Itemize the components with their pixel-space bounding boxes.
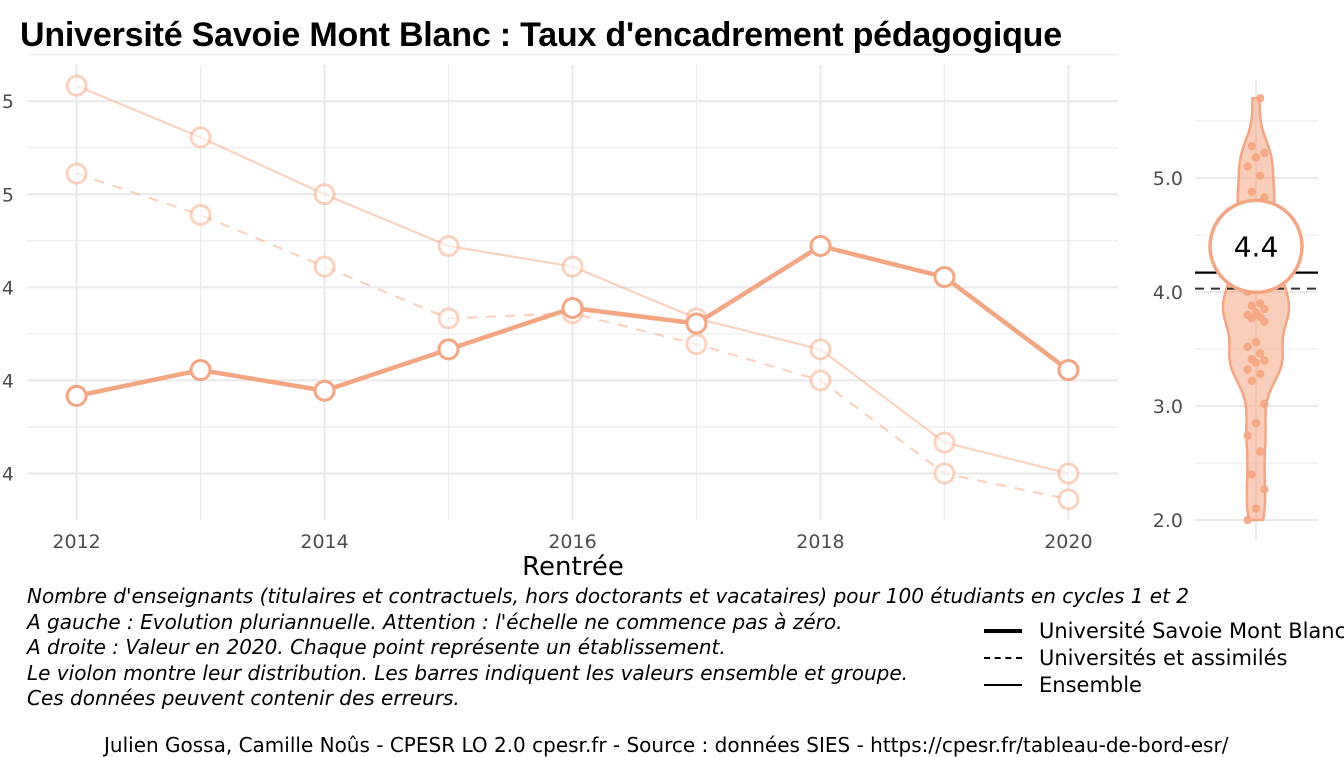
legend-label: Université Savoie Mont Blanc	[1039, 618, 1344, 643]
data-point-etablissement	[313, 379, 336, 402]
legend: Université Savoie Mont Blanc Universités…	[984, 617, 1344, 698]
x-tick-label: 2014	[300, 531, 348, 553]
data-point-etablissement	[933, 265, 956, 288]
violin-dot	[1256, 447, 1265, 456]
x-tick-label: 2020	[1044, 531, 1092, 553]
legend-key-thick	[984, 626, 1022, 636]
caption-line: Ces données peuvent contenir des erreurs…	[27, 686, 460, 710]
data-point-groupe	[933, 462, 956, 485]
violin-dot	[1243, 431, 1252, 440]
y-tick-label: 4	[2, 370, 14, 392]
data-point-etablissement	[561, 297, 584, 320]
violin-dot	[1247, 376, 1257, 386]
violin-dot	[1256, 369, 1265, 379]
caption-line: A gauche : Evolution pluriannuelle. Atte…	[27, 609, 843, 634]
data-point-groupe	[1057, 488, 1080, 511]
legend-item-groupe: Universités et assimilés	[984, 644, 1344, 671]
violin-dot	[1256, 94, 1265, 103]
violin-dot	[1247, 187, 1257, 196]
violin-dot	[1256, 171, 1265, 180]
violin-dot	[1251, 153, 1261, 162]
x-tick-label: 2018	[796, 531, 844, 553]
violin-dot	[1247, 301, 1257, 310]
data-point-groupe	[437, 307, 460, 330]
violin-dot	[1243, 162, 1252, 171]
data-point-etablissement	[65, 384, 88, 407]
violin-dot	[1260, 485, 1269, 494]
violin-dot	[1243, 515, 1252, 525]
violin-dot	[1247, 355, 1257, 364]
violin-dot	[1251, 418, 1261, 428]
violin-dot	[1247, 470, 1257, 479]
y-tick-label: 4	[2, 277, 14, 299]
data-point-etablissement	[189, 359, 212, 382]
legend-key-thin	[984, 680, 1022, 690]
y-tick-label: 5	[2, 91, 14, 113]
data-point-ensemble	[189, 126, 212, 149]
highlight-value-label: 4.4	[1234, 230, 1279, 263]
data-point-ensemble	[561, 255, 584, 278]
data-point-etablissement	[1057, 359, 1080, 382]
data-point-ensemble	[437, 234, 460, 257]
violin-dot	[1251, 337, 1261, 347]
highlight-bubble	[1208, 198, 1304, 295]
y-tick-label: 3.0	[1153, 396, 1183, 418]
data-point-groupe	[313, 255, 336, 278]
violin-dot	[1256, 349, 1265, 358]
data-point-groupe	[189, 203, 212, 226]
violin-dot	[1247, 141, 1257, 151]
data-point-etablissement	[437, 338, 460, 361]
caption-line: Le violon montre leur distribution. Les …	[27, 660, 908, 685]
data-point-etablissement	[685, 312, 708, 335]
y-tick-label: 4	[2, 463, 14, 485]
chart-caption: Nombre d'enseignants (titulaires et cont…	[27, 584, 1189, 712]
data-point-groupe	[685, 333, 708, 356]
y-tick-label: 5.0	[1153, 168, 1183, 190]
violin-dot	[1256, 299, 1265, 308]
data-point-ensemble	[313, 183, 336, 206]
data-point-ensemble	[65, 74, 88, 97]
violin-dot	[1243, 310, 1252, 319]
series-line-groupe	[76, 172, 1069, 501]
violin-dot	[1260, 148, 1269, 158]
data-point-etablissement	[809, 234, 832, 257]
legend-label: Universités et assimilés	[1039, 645, 1288, 670]
x-tick-label: 2016	[548, 531, 596, 553]
caption-line: A droite : Valeur en 2020. Chaque point …	[27, 635, 726, 659]
legend-label: Ensemble	[1039, 672, 1142, 697]
violin-dot	[1251, 504, 1261, 513]
violin-dot	[1260, 399, 1269, 408]
data-point-ensemble	[809, 338, 832, 361]
y-tick-label: 5	[2, 184, 14, 206]
caption-line: Nombre d'enseignants (titulaires et cont…	[27, 584, 1190, 608]
violin-dot	[1243, 365, 1252, 374]
violin-dot	[1251, 308, 1261, 317]
y-tick-label: 2.0	[1153, 510, 1183, 532]
legend-item-etablissement: Université Savoie Mont Blanc	[984, 617, 1344, 644]
x-axis-label: Rentrée	[522, 552, 624, 582]
y-tick-label: 4.0	[1153, 282, 1183, 304]
violin-dot	[1243, 342, 1252, 351]
data-point-groupe	[65, 162, 88, 185]
violin-panel: 2.0 3.0 4.0 5.0 4.4	[1153, 80, 1318, 540]
line-chart-panel: 5 5 4 4 4 2012 2014 2016 2018 2020 Rentrée	[2, 54, 1118, 582]
x-tick-label: 2012	[52, 531, 100, 553]
chart-title: Université Savoie Mont Blanc : Taux d'en…	[20, 16, 1062, 54]
source-note: Julien Gossa, Camille Noûs - CPESR LO 2.…	[104, 733, 1229, 757]
data-point-ensemble	[1057, 462, 1080, 485]
data-point-ensemble	[933, 431, 956, 454]
legend-key-dashed	[984, 653, 1022, 663]
violin-dot	[1260, 356, 1269, 365]
data-point-groupe	[809, 369, 832, 392]
legend-item-ensemble: Ensemble	[984, 671, 1344, 698]
